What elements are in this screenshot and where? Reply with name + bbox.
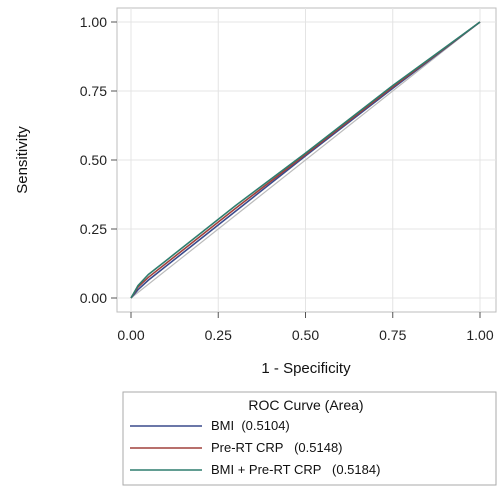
- series-line-1: [130, 21, 481, 299]
- x-tick-label: 0.75: [379, 327, 406, 343]
- legend-title: ROC Curve (Area): [248, 397, 363, 413]
- legend-label-3: BMI + Pre-RT CRP (0.5184): [211, 462, 380, 477]
- x-tick-label: 1.00: [466, 327, 493, 343]
- y-axis-title: Sensitivity: [14, 126, 31, 194]
- legend-entries: BMI (0.5104) Pre-RT CRP (0.5148) BMI + Pre…: [130, 418, 380, 477]
- legend: ROC Curve (Area) BMI (0.5104) Pre-RT CRP …: [122, 391, 497, 486]
- y-tick-label: 1.00: [80, 14, 107, 30]
- legend-label-2: Pre-RT CRP (0.5148): [211, 440, 343, 455]
- reference-line: [130, 21, 481, 299]
- legend-label-1: BMI (0.5104): [211, 418, 290, 433]
- series-line-3: [130, 21, 481, 299]
- x-tick-label: 0.50: [292, 327, 319, 343]
- x-tick-label: 0.00: [117, 327, 144, 343]
- grid-lines: [117, 8, 496, 312]
- reference-diagonal: [130, 21, 481, 299]
- series-lines: [130, 21, 481, 299]
- y-tick-label: 0.25: [80, 221, 107, 237]
- series-line-2: [130, 21, 481, 299]
- y-tick-label: 0.75: [80, 83, 107, 99]
- x-tick-label: 0.25: [205, 327, 232, 343]
- x-axis-ticks: 0.00 0.25 0.50 0.75 1.00: [117, 312, 494, 343]
- y-axis-ticks: 0.00 0.25 0.50 0.75 1.00: [80, 14, 117, 306]
- x-axis-title: 1 - Specificity: [261, 360, 351, 377]
- y-tick-label: 0.50: [80, 152, 107, 168]
- y-tick-label: 0.00: [80, 290, 107, 306]
